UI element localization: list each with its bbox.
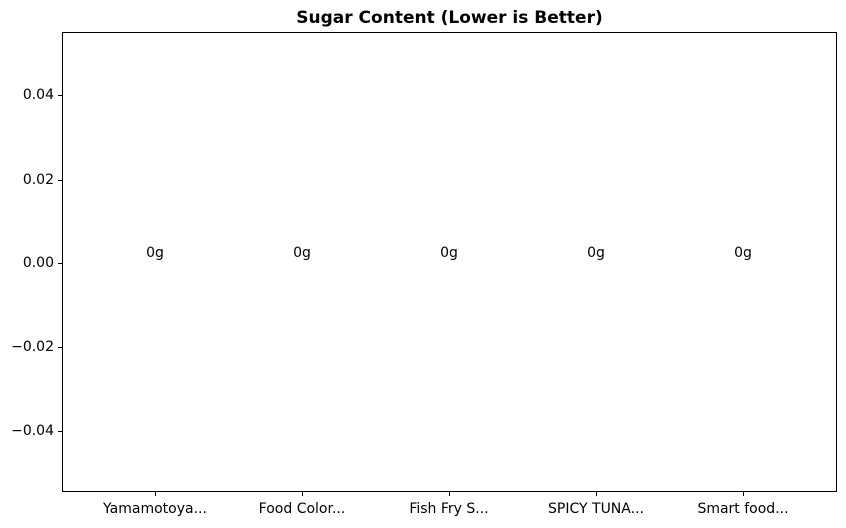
y-tick-label: 0.04 <box>22 87 54 103</box>
x-tick-mark <box>302 492 303 496</box>
y-tick-mark <box>58 431 62 432</box>
y-tick-label: 0.02 <box>22 172 54 188</box>
x-tick-label: SPICY TUNA... <box>548 501 644 517</box>
y-tick-mark <box>58 95 62 96</box>
x-tick-label: Smart food... <box>697 501 789 517</box>
bar-value-label: 0g <box>293 245 311 261</box>
y-tick-label: 0.00 <box>22 255 54 271</box>
plot-area <box>62 32 837 492</box>
x-tick-mark <box>155 492 156 496</box>
x-tick-mark <box>743 492 744 496</box>
bar-value-label: 0g <box>734 245 752 261</box>
x-tick-label: Fish Fry S... <box>409 501 489 517</box>
y-tick-label: −0.04 <box>11 423 54 439</box>
bar-value-label: 0g <box>146 245 164 261</box>
bar-value-label: 0g <box>440 245 458 261</box>
y-tick-mark <box>58 180 62 181</box>
bar-value-label: 0g <box>587 245 605 261</box>
y-tick-mark <box>58 263 62 264</box>
y-tick-mark <box>58 347 62 348</box>
y-tick-label: −0.02 <box>11 339 54 355</box>
chart-title: Sugar Content (Lower is Better) <box>296 8 603 28</box>
x-tick-mark <box>449 492 450 496</box>
x-tick-mark <box>596 492 597 496</box>
x-tick-label: Yamamotoya... <box>103 501 207 517</box>
x-tick-label: Food Color... <box>258 501 346 517</box>
